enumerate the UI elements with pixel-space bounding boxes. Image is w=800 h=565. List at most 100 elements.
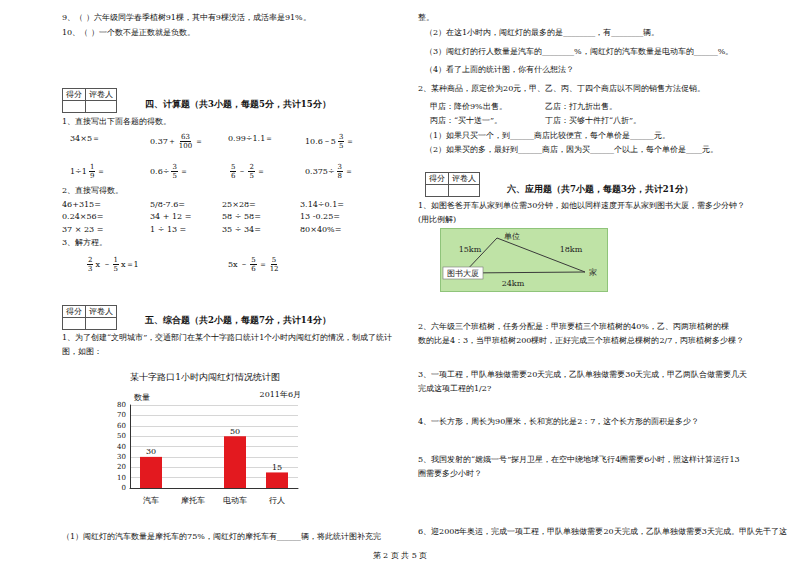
svg-text:18km: 18km <box>560 245 583 254</box>
html-text:甲店：降价9%出售。: 甲店：降价9%出售。 <box>430 102 507 111</box>
svg-text:汽车: 汽车 <box>143 496 159 505</box>
html-text:6 ＝: 6 ＝ <box>251 259 267 273</box>
svg-text:10: 10 <box>117 474 126 482</box>
html-text:3、一项工程，甲队单独做需要20天完成，乙队单独做需要30天: 3、一项工程，甲队单独做需要20天完成，乙队单独做需要30天完成，甲乙两队合做需… <box>418 370 748 379</box>
svg-text:20: 20 <box>117 463 126 471</box>
html-text:1、直接写出下面各题的得数。: 1、直接写出下面各题的得数。 <box>62 117 172 126</box>
html-text:得分: 得分 <box>66 306 82 316</box>
html-text:0.37＋: 0.37＋ <box>150 136 176 146</box>
html-text:得分: 得分 <box>66 89 82 99</box>
html-text:5、我国发射的“嫦娥一号”探月卫星，在空中绕地球飞行4圈需要: 5、我国发射的“嫦娥一号”探月卫星，在空中绕地球飞行4圈需要6小时，照这样计算运… <box>418 455 740 464</box>
html-text:丙店：“买十送一”。: 丙店：“买十送一”。 <box>430 116 503 125</box>
svg-text:40: 40 <box>117 443 126 451</box>
html-text:数的比是4：3，当甲班植树200棵时，正好完成三个班植树总棵: 数的比是4：3，当甲班植树200棵时，正好完成三个班植树总棵树的2/7，丙班植树… <box>418 336 745 345</box>
html-text:评卷人: 评卷人 <box>89 89 113 99</box>
html-text:100 ＝: 100 ＝ <box>178 136 204 150</box>
html-text:0.6÷ 3: 0.6÷ 3 <box>150 163 177 176</box>
svg-text:0: 0 <box>122 484 126 492</box>
html-text:5: 5 <box>271 256 277 264</box>
html-text:五、综合题（共2小题，每题7分，共计14分）: 五、综合题（共2小题，每题7分，共计14分） <box>145 315 331 325</box>
html-text:评卷人: 评卷人 <box>452 173 476 183</box>
html-text:4、一长方形，周长为90厘米，长和宽的比是2：7，这个长方形: 4、一长方形，周长为90厘米，长和宽的比是2：7，这个长方形的面积是多少？ <box>418 417 700 426</box>
html-text:3、解方程。: 3、解方程。 <box>62 238 108 247</box>
html-text:图，如图：: 图，如图： <box>62 347 102 356</box>
html-text:9、（ ）六年级同学春季植树91棵，其中有9棵没活，成活率是: 9、（ ）六年级同学春季植树91棵，其中有9棵没活，成活率是91%。 <box>62 13 311 22</box>
html-text:第 2 页 共 5 页: 第 2 页 共 5 页 <box>372 551 428 560</box>
html-text:(用比例解): (用比例解) <box>418 215 457 224</box>
html-text:（2）如果买的多，最好到______商店，因为买______: （2）如果买的多，最好到______商店，因为买______个以上，每个单价是_… <box>425 145 719 154</box>
html-text:10、（ ）一个数不是正数就是负数。: 10、（ ）一个数不是正数就是负数。 <box>62 28 195 37</box>
html-text:（1）如果只买一个，到______商店比较便宜，每个单价是_: （1）如果只买一个，到______商店比较便宜，每个单价是______元。 <box>425 131 671 140</box>
html-text:1: 1 <box>89 163 95 171</box>
svg-text:行人: 行人 <box>269 496 285 505</box>
html-text:9 ＝: 9 ＝ <box>89 166 106 180</box>
svg-text:某十字路口1小时内闯红灯情况统计图: 某十字路口1小时内闯红灯情况统计图 <box>130 372 280 382</box>
svg-text:数量: 数量 <box>134 393 150 402</box>
svg-text:30: 30 <box>117 453 126 461</box>
svg-text:15: 15 <box>272 463 282 472</box>
html-text:（3）闯红灯的行人数量是汽车的________%，闯红灯的汽: （3）闯红灯的行人数量是汽车的________%，闯红灯的汽车数量是电动车的__… <box>425 47 734 56</box>
html-text:5/8-7.6=: 5/8-7.6= <box>150 200 185 209</box>
svg-text:摩托车: 摩托车 <box>181 496 205 505</box>
svg-text:家: 家 <box>589 268 597 277</box>
html-text:5 ＝: 5 ＝ <box>338 136 355 150</box>
html-text:丁店：买够十件打“八折”。: 丁店：买够十件打“八折”。 <box>545 116 642 125</box>
html-text:8 ＝: 8 ＝ <box>337 166 354 180</box>
svg-text:70: 70 <box>117 411 126 419</box>
html-text:5 ＝: 5 ＝ <box>172 166 188 180</box>
html-text:0.375÷ 3: 0.375÷ 3 <box>305 163 343 176</box>
html-text:2、六年级三个班植树，任务分配是：甲班要植三个班植树的40%: 2、六年级三个班植树，任务分配是：甲班要植三个班植树的40%，乙、丙两班植树的棵 <box>418 322 729 331</box>
svg-text:电动车: 电动车 <box>223 496 247 505</box>
svg-text:80: 80 <box>117 401 126 409</box>
html-text:评卷人: 评卷人 <box>89 306 113 316</box>
html-text:（2）在这1小时内，闯红灯的最多的是________，有__: （2）在这1小时内，闯红灯的最多的是________，有________辆。 <box>425 28 660 37</box>
html-text:乙店：打九折出售。: 乙店：打九折出售。 <box>545 102 617 111</box>
html-text:0.99÷1.1＝: 0.99÷1.1＝ <box>228 134 274 143</box>
html-text:5 ＝: 5 ＝ <box>249 166 265 180</box>
html-text:34 + 12 =: 34 + 12 = <box>150 212 192 221</box>
html-text:0.24×56=: 0.24×56= <box>62 212 104 221</box>
html-text:5: 5 <box>231 163 236 171</box>
html-text:1 ÷ 13 =: 1 ÷ 13 = <box>150 225 187 234</box>
svg-text:单位: 单位 <box>504 232 520 241</box>
html-text:12: 12 <box>269 265 279 273</box>
html-text:圈需要多少小时？: 圈需要多少小时？ <box>418 469 482 478</box>
html-text:1、为了创建“文明城市”，交通部门在某个十字路口统计1个小时: 1、为了创建“文明城市”，交通部门在某个十字路口统计1个小时内闯红灯的情况，制成… <box>62 333 393 342</box>
svg-text:50: 50 <box>230 427 240 436</box>
html-text:1÷1: 1÷1 <box>70 166 87 176</box>
html-text:34×5＝: 34×5＝ <box>70 134 100 143</box>
html-text:四、计算题（共3小题，每题5分，共计15分）: 四、计算题（共3小题，每题5分，共计15分） <box>145 99 331 109</box>
html-text:5x － 5: 5x － 5 <box>228 256 256 269</box>
html-text:6 － 2: 6 － 2 <box>231 163 254 180</box>
html-text:2、某种商品，原定价为20元，甲、乙、丙、丁四个商店以不同的: 2、某种商品，原定价为20元，甲、乙、丙、丁四个商店以不同的销售方法促销。 <box>418 84 706 93</box>
svg-text:图书大厦: 图书大厦 <box>447 269 479 278</box>
html-text:3.14÷0.1=: 3.14÷0.1= <box>300 200 344 209</box>
svg-text:15km: 15km <box>459 245 482 254</box>
svg-text:24km: 24km <box>502 279 525 288</box>
html-text:5 x＝1: 5 x＝1 <box>113 259 139 273</box>
html-text:2、直接写得数。: 2、直接写得数。 <box>62 186 124 195</box>
html-text:35 ÷ 34=: 35 ÷ 34= <box>222 225 261 234</box>
html-text:13 -0.25=: 13 -0.25= <box>300 212 340 221</box>
html-text:58 ÷ 58=: 58 ÷ 58= <box>222 212 261 221</box>
html-text:10.6－5: 10.6－5 <box>305 136 336 146</box>
html-text:六、应用题（共7小题，每题3分，共计21分）: 六、应用题（共7小题，每题3分，共计21分） <box>507 184 693 194</box>
svg-text:2011年6月: 2011年6月 <box>260 390 301 399</box>
svg-text:50: 50 <box>117 432 126 440</box>
svg-text:30: 30 <box>146 447 156 456</box>
html-text:完成这项工程的1/2?: 完成这项工程的1/2? <box>418 384 492 393</box>
html-text:1、如图爸爸开车从家到单位需30分钟，如他以同样速度开车从家: 1、如图爸爸开车从家到单位需30分钟，如他以同样速度开车从家到图书大厦，需多少分… <box>418 201 746 210</box>
html-text:46+315=: 46+315= <box>62 200 101 209</box>
svg-text:60: 60 <box>117 422 126 430</box>
html-text:80×40%=: 80×40%= <box>300 225 342 234</box>
html-text:25×28=: 25×28= <box>222 200 256 209</box>
html-text:3 x － 1: 3 x － 1 <box>88 256 118 273</box>
html-text:整。: 整。 <box>418 13 434 22</box>
html-text:6、迎2008年奥运，完成一项工程，甲队单独做需要20天完成: 6、迎2008年奥运，完成一项工程，甲队单独做需要20天完成，乙队单独做需要3天… <box>418 527 787 536</box>
html-text:63: 63 <box>181 133 190 141</box>
html-text:3: 3 <box>338 133 344 141</box>
html-text:得分: 得分 <box>429 173 445 183</box>
html-text:（1）闯红灯的汽车数量是摩托车的75%，闯红灯的摩托车有__: （1）闯红灯的汽车数量是摩托车的75%，闯红灯的摩托车有______辆，将此统计… <box>62 532 381 541</box>
html-text:（4）看了上面的统计图，你有什么想法？: （4）看了上面的统计图，你有什么想法？ <box>425 65 575 74</box>
html-text:37 × 23 =: 37 × 23 = <box>62 225 104 234</box>
